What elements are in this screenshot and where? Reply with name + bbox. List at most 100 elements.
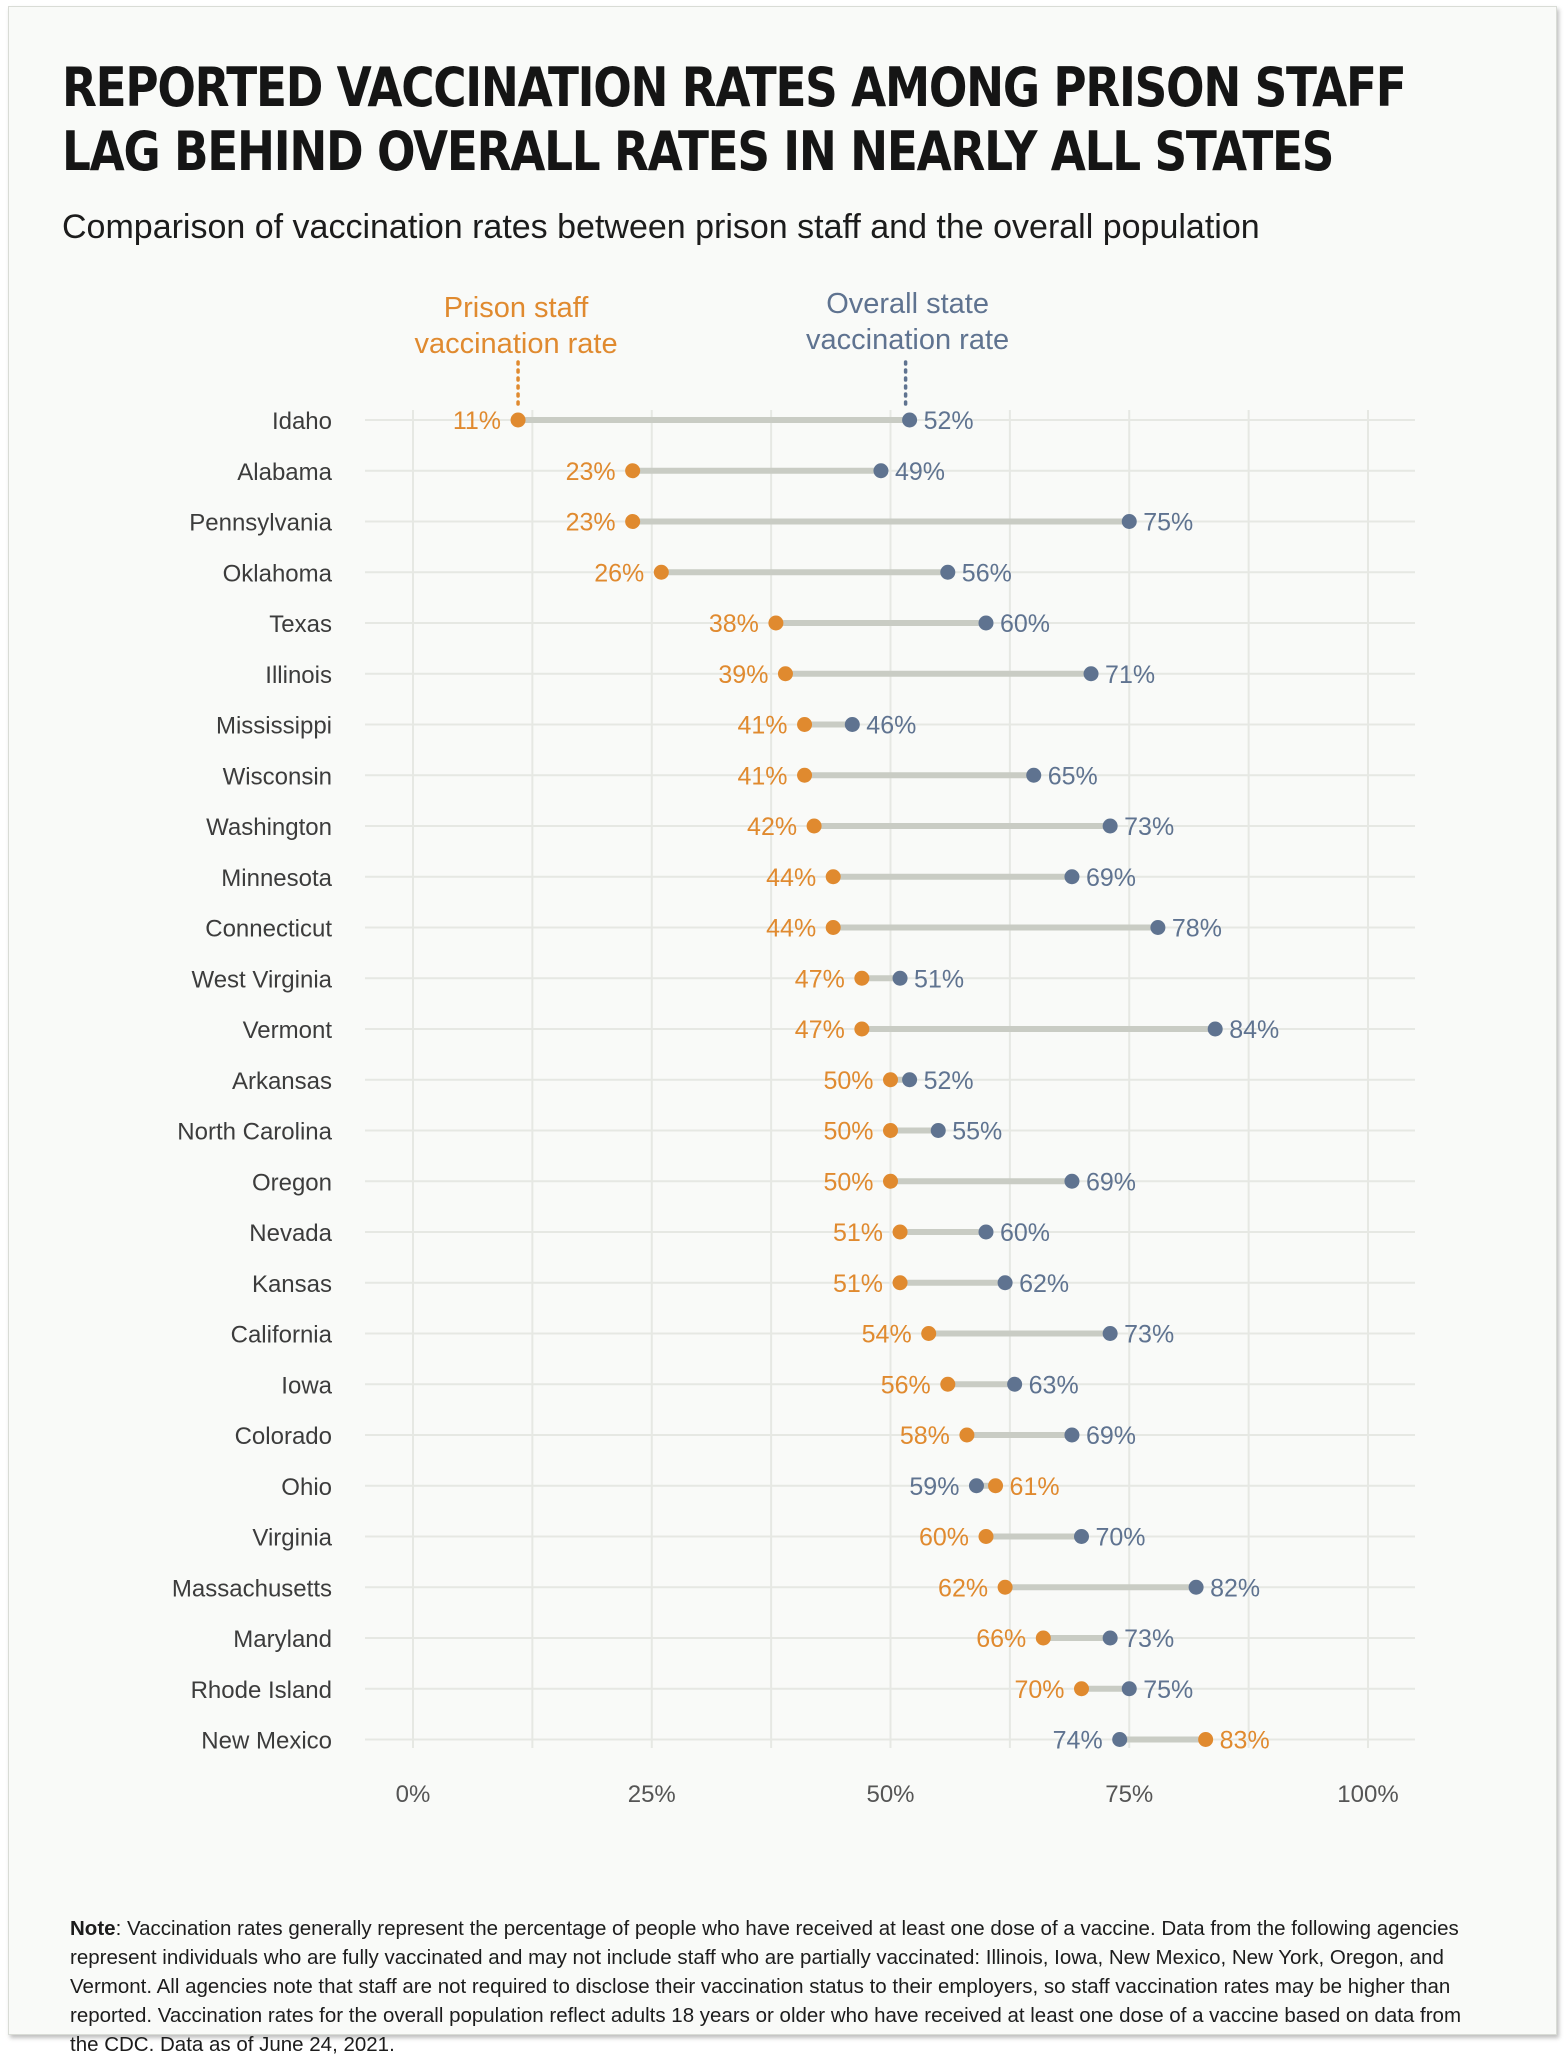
staff-value-label: 56% xyxy=(881,1371,931,1399)
overall-dot xyxy=(1026,767,1042,783)
staff-value-label: 47% xyxy=(795,1016,845,1044)
staff-value-label: 38% xyxy=(709,610,759,638)
overall-dot xyxy=(1121,514,1137,529)
staff-dot xyxy=(892,1224,908,1240)
state-label: West Virginia xyxy=(191,966,332,993)
row-mississippi: Mississippi 41% 46% xyxy=(216,712,1415,740)
row-west-virginia: West Virginia 47% 51% xyxy=(191,965,1415,993)
dot-range-chart: Prison staff vaccination rate Overall stat… xyxy=(172,288,1415,1808)
title-line-1: REPORTED VACCINATION RATES AMONG PRISON … xyxy=(62,56,1407,119)
state-label: Oklahoma xyxy=(223,560,333,587)
x-tick-label: 0% xyxy=(396,1781,431,1808)
overall-dot xyxy=(1207,1021,1223,1037)
staff-value-label: 44% xyxy=(766,864,816,892)
overall-dot xyxy=(1074,1529,1089,1544)
row-texas: Texas 38% 60% xyxy=(269,610,1415,638)
overall-dot xyxy=(1121,1681,1137,1697)
staff-value-label: 41% xyxy=(738,762,788,790)
footnote: Note: Vaccination rates generally repres… xyxy=(70,1914,1490,2059)
overall-dot xyxy=(1102,1326,1118,1341)
overall-dot xyxy=(1064,1173,1080,1189)
state-label: Massachusetts xyxy=(172,1575,332,1602)
overall-value-label: 69% xyxy=(1086,1422,1136,1450)
state-label: California xyxy=(231,1322,333,1349)
staff-value-label: 23% xyxy=(566,458,616,486)
staff-dot xyxy=(625,463,641,479)
staff-dot xyxy=(892,1275,908,1291)
state-label: North Carolina xyxy=(177,1119,332,1146)
overall-value-label: 63% xyxy=(1029,1371,1079,1399)
x-tick-label: 75% xyxy=(1105,1781,1153,1808)
overall-value-label: 71% xyxy=(1105,661,1155,689)
overall-dot xyxy=(1064,1427,1080,1443)
x-axis: 0% 25% 50% 75% 100% xyxy=(396,1781,1399,1808)
overall-dot xyxy=(1083,666,1099,682)
x-tick-label: 50% xyxy=(866,1781,914,1808)
overall-value-label: 69% xyxy=(1086,864,1136,892)
row-oklahoma: Oklahoma 26% 56% xyxy=(223,559,1415,587)
staff-dot xyxy=(883,1173,898,1189)
staff-value-label: 50% xyxy=(823,1118,873,1146)
overall-value-label: 59% xyxy=(909,1473,959,1501)
overall-value-label: 78% xyxy=(1172,915,1222,943)
row-north-carolina: North Carolina 50% 55% xyxy=(177,1118,1415,1146)
overall-value-label: 62% xyxy=(1019,1270,1069,1298)
overall-value-label: 70% xyxy=(1096,1524,1146,1552)
state-label: Colorado xyxy=(235,1423,332,1450)
staff-dot xyxy=(777,666,793,682)
state-label: Idaho xyxy=(272,408,332,435)
row-massachusetts: Massachusetts 62% 82% xyxy=(172,1574,1415,1602)
staff-value-label: 41% xyxy=(738,712,788,740)
state-label: Connecticut xyxy=(205,916,332,943)
overall-dot xyxy=(844,717,860,732)
staff-dot xyxy=(510,412,526,428)
staff-dot xyxy=(1074,1681,1089,1697)
staff-dot xyxy=(825,869,841,885)
overall-dot xyxy=(940,564,956,580)
overall-value-label: 56% xyxy=(962,559,1012,587)
staff-dot xyxy=(854,970,870,986)
staff-value-label: 47% xyxy=(795,965,845,993)
state-label: Washington xyxy=(206,814,332,841)
overall-dot xyxy=(1102,1630,1118,1646)
state-label: Iowa xyxy=(281,1372,332,1399)
staff-dot xyxy=(797,767,813,783)
staff-dot xyxy=(940,1376,956,1392)
row-kansas: Kansas 51% 62% xyxy=(252,1270,1415,1298)
row-alabama: Alabama 23% 49% xyxy=(237,458,1415,486)
staff-value-label: 60% xyxy=(919,1524,969,1552)
state-label: Kansas xyxy=(252,1271,332,1298)
legend: Prison staff vaccination rate Overall stat… xyxy=(414,288,1009,412)
state-label: Minnesota xyxy=(221,865,332,892)
row-maryland: Maryland 66% 73% xyxy=(233,1625,1415,1653)
overall-value-label: 73% xyxy=(1124,1625,1174,1653)
row-idaho: Idaho 11% 52% xyxy=(272,407,1415,435)
staff-value-label: 44% xyxy=(766,915,816,943)
overall-value-label: 69% xyxy=(1086,1168,1136,1196)
row-arkansas: Arkansas 50% 52% xyxy=(232,1067,1415,1095)
staff-value-label: 51% xyxy=(833,1270,883,1298)
staff-value-label: 66% xyxy=(976,1625,1026,1653)
overall-dot xyxy=(968,1478,984,1494)
overall-value-label: 73% xyxy=(1124,813,1174,841)
state-label: Mississippi xyxy=(216,713,332,740)
staff-dot xyxy=(797,717,813,732)
row-illinois: Illinois 39% 71% xyxy=(265,661,1415,689)
overall-value-label: 52% xyxy=(924,1067,974,1095)
staff-value-label: 61% xyxy=(1010,1473,1060,1501)
overall-value-label: 60% xyxy=(1000,610,1050,638)
row-oregon: Oregon 50% 69% xyxy=(252,1168,1415,1196)
staff-value-label: 83% xyxy=(1220,1727,1270,1755)
row-pennsylvania: Pennsylvania 23% 75% xyxy=(189,509,1415,537)
state-label: Maryland xyxy=(233,1626,332,1653)
overall-dot xyxy=(902,1072,918,1088)
title-line-2: LAG BEHIND OVERALL RATES IN NEARLY ALL S… xyxy=(62,120,1334,183)
staff-dot xyxy=(921,1326,937,1341)
staff-dot xyxy=(768,615,784,631)
state-label: Arkansas xyxy=(232,1068,332,1095)
row-vermont: Vermont 47% 84% xyxy=(243,1016,1415,1044)
state-label: Virginia xyxy=(252,1525,332,1552)
row-washington: Washington 42% 73% xyxy=(206,813,1415,841)
state-label: Nevada xyxy=(249,1220,332,1247)
staff-dot xyxy=(959,1427,975,1443)
